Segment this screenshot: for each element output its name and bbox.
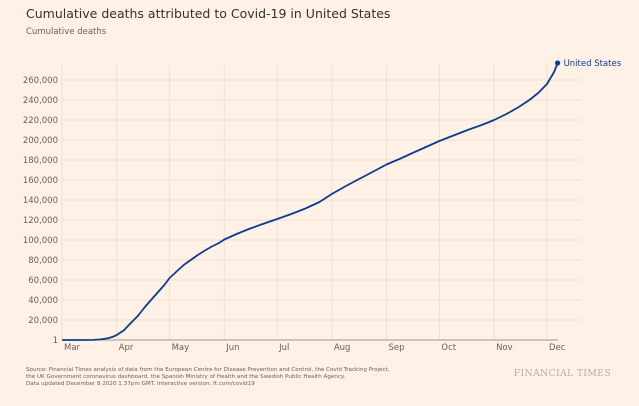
y-tick-label: 220,000 [23, 116, 58, 126]
y-tick-label: 1 [53, 336, 58, 346]
y-tick-label: 40,000 [28, 296, 58, 306]
y-tick-label: 120,000 [23, 216, 58, 226]
source-line: Source: Financial Times analysis of data… [26, 367, 390, 373]
x-tick-label: Dec [549, 343, 566, 353]
ft-logo: FINANCIAL TIMES [513, 368, 611, 379]
y-tick-label: 20,000 [28, 316, 58, 326]
y-tick-label: 140,000 [23, 196, 58, 206]
y-tick-label: 260,000 [23, 76, 58, 86]
x-tick-label: Apr [119, 343, 134, 353]
y-tick-label: 80,000 [28, 256, 58, 266]
x-tick-label: Mar [64, 343, 81, 353]
x-tick-label: Oct [441, 343, 456, 353]
chart-title: Cumulative deaths attributed to Covid-19… [26, 6, 391, 21]
x-tick-label: Nov [496, 343, 513, 353]
y-tick-label: 180,000 [23, 156, 58, 166]
source-line: the UK Government coronavirus dashboard,… [26, 374, 346, 381]
x-tick-label: Aug [334, 343, 351, 353]
y-tick-label: 200,000 [23, 136, 58, 146]
x-tick-label: Jun [225, 343, 239, 353]
series-line-united-states [62, 62, 559, 341]
chart-subtitle: Cumulative deaths [26, 27, 107, 37]
y-tick-label: 240,000 [23, 96, 58, 106]
update-line: Data updated December 8 2020 1.37pm GMT.… [26, 381, 255, 388]
x-tick-label: Jul [278, 343, 289, 353]
y-tick-label: 60,000 [28, 276, 58, 286]
series-label-united-states: United States [564, 59, 622, 69]
y-tick-label: 160,000 [23, 176, 58, 186]
series-end-marker [554, 60, 561, 66]
x-tick-label: May [172, 343, 190, 353]
source-note: Source: Financial Times analysis of data… [26, 367, 390, 389]
y-tick-label: 100,000 [23, 236, 58, 246]
x-tick-label: Sep [389, 343, 405, 353]
